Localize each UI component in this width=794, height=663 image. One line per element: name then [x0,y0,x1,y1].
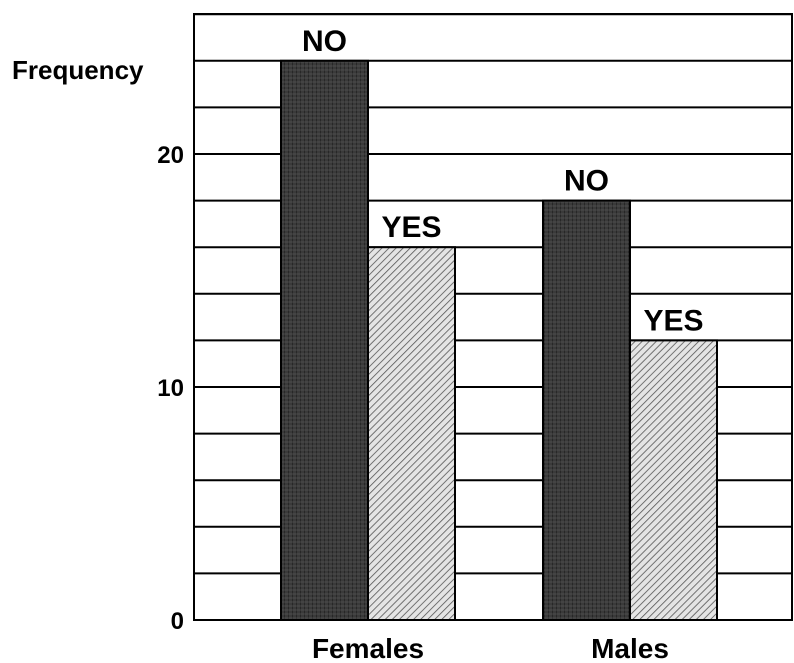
x-tick-label: Females [312,633,424,663]
bars [280,59,718,622]
x-tick-labels: Females Males [312,633,669,663]
bar-label: NO [564,165,609,198]
bar-label: YES [643,304,703,337]
bar-no-females [280,59,369,622]
bar-no-males [542,199,631,621]
y-tick-label: 20 [157,142,184,169]
bar-label: NO [302,25,347,58]
y-tick-labels: 0 10 20 [157,142,184,635]
y-tick-label: 10 [157,375,184,402]
bar-label: YES [381,211,441,244]
y-tick-label: 0 [171,608,184,635]
bar-labels: NO YES NO YES [302,25,704,338]
bar-yes-females [367,246,456,621]
y-axis-label: Frequency [12,55,144,85]
bar-yes-males [629,339,718,621]
x-tick-label: Males [591,633,669,663]
